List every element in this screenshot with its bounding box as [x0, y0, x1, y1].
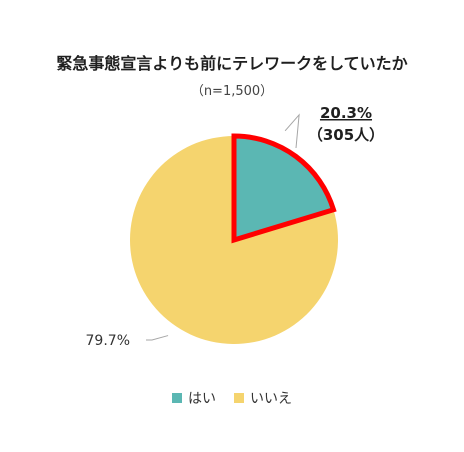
legend-swatch-no: [234, 393, 244, 403]
legend: はい いいえ: [0, 388, 464, 408]
pie-slice-highlight-0: [231, 133, 337, 244]
legend-label-no: いいえ: [250, 391, 292, 407]
data-label-1: 79.7%: [86, 333, 130, 349]
data-label-0: 20.3%: [320, 104, 372, 122]
pie-slice-0: [234, 136, 334, 240]
legend-item-no: いいえ: [234, 388, 292, 408]
leader-line-1: [146, 335, 169, 341]
legend-item-yes: はい: [172, 388, 216, 408]
legend-label-yes: はい: [188, 391, 216, 407]
legend-swatch-yes: [172, 393, 182, 403]
leader-line-0: [284, 113, 300, 149]
data-sublabel-0: （305人）: [308, 126, 384, 144]
chart-title: 緊急事態宣言よりも前にテレワークをしていたか: [56, 54, 408, 73]
chart-subtitle: （n=1,500）: [190, 84, 274, 99]
